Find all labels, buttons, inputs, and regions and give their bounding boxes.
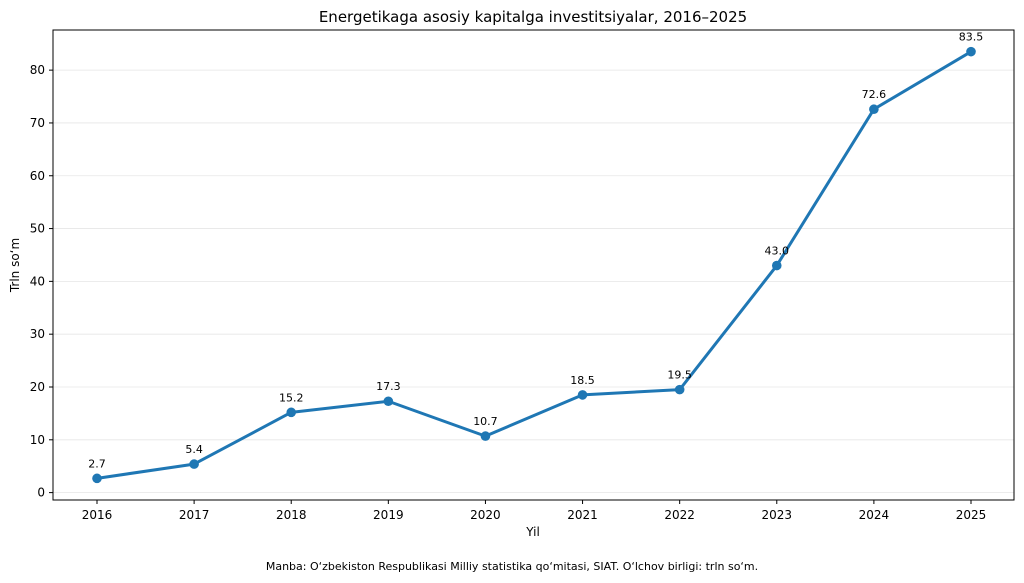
y-tick-label: 50: [30, 222, 45, 236]
axes: 0 10 20 30 40 50 60 70 80 2016 2017 2018 2019 2020 202…: [30, 63, 987, 522]
data-label: 18.5: [570, 374, 595, 387]
data-point: [771, 260, 782, 271]
data-point: [674, 384, 685, 395]
x-tick-label: 2016: [82, 508, 113, 522]
x-tick-label: 2018: [276, 508, 307, 522]
data-point: [189, 459, 199, 469]
y-tick-label: 0: [37, 486, 45, 500]
x-tick-label: 2021: [567, 508, 598, 522]
data-point: [383, 396, 394, 407]
y-tick-label: 80: [30, 63, 45, 77]
data-label: 19.5: [667, 369, 692, 382]
x-axis-label: Yil: [525, 525, 540, 539]
plot-series: 2.7 5.4 15.2 17.3 10.7 18.5 19.5 43.0 72.6 83.5: [88, 31, 984, 484]
y-tick-label: 60: [30, 169, 45, 183]
x-tick-label: 2023: [762, 508, 793, 522]
data-label: 17.3: [376, 380, 401, 393]
source-note: Manba: O‘zbekiston Respublikasi Milliy s…: [265, 560, 759, 573]
x-tick-label: 2025: [956, 508, 987, 522]
x-tick-label: 2017: [179, 508, 210, 522]
data-label: 10.7: [473, 415, 498, 428]
data-point: [869, 104, 879, 115]
data-point: [480, 431, 491, 441]
data-point: [966, 46, 976, 57]
gridlines: [53, 69, 1014, 494]
x-tick-label: 2022: [664, 508, 695, 522]
y-tick-label: 70: [30, 116, 45, 130]
series-line: [95, 50, 973, 480]
y-axis-label: Trln so‘m: [8, 238, 22, 293]
x-tick-label: 2020: [470, 508, 501, 522]
data-label: 5.4: [185, 443, 203, 456]
chart-title: Energetikaga asosiy kapitalga investitsi…: [319, 8, 747, 26]
plot-frame: [52, 29, 1015, 501]
data-label: 83.5: [959, 31, 984, 44]
data-point: [577, 390, 588, 400]
data-label: 15.2: [279, 391, 304, 404]
x-tick-label: 2019: [373, 508, 404, 522]
data-label: 2.7: [88, 457, 106, 470]
y-tick-label: 40: [30, 274, 45, 288]
data-label: 43.0: [765, 245, 790, 258]
y-tick-label: 30: [30, 327, 45, 341]
data-point: [92, 473, 102, 484]
data-label: 72.6: [862, 88, 887, 101]
y-tick-label: 20: [30, 380, 45, 394]
data-point: [286, 407, 297, 418]
x-tick-label: 2024: [859, 508, 890, 522]
y-tick-label: 10: [30, 433, 45, 447]
